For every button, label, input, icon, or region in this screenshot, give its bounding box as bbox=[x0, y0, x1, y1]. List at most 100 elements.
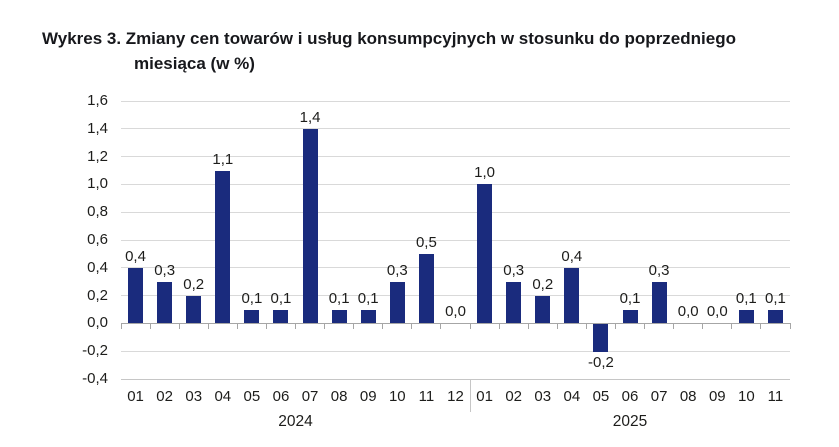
bar bbox=[157, 281, 173, 324]
y-axis-label: 0,2 bbox=[87, 286, 108, 304]
y-axis-label: 1,6 bbox=[87, 92, 108, 109]
gridline bbox=[121, 156, 790, 158]
axis-tick bbox=[469, 323, 471, 330]
x-axis-month-label: 11 bbox=[418, 388, 435, 405]
y-axis-label: 0,4 bbox=[87, 258, 108, 276]
gridline bbox=[121, 211, 790, 213]
bar-value-label: 0,3 bbox=[648, 261, 670, 279]
zero-axis-line bbox=[121, 322, 790, 325]
bar bbox=[593, 324, 609, 352]
x-axis-month-label: 08 bbox=[679, 388, 697, 405]
bar-value-label: 0,2 bbox=[532, 275, 554, 293]
bar-value-label: 0,5 bbox=[415, 233, 437, 251]
gridline bbox=[121, 128, 790, 130]
bar-value-label: 0,4 bbox=[125, 247, 146, 265]
axis-tick bbox=[149, 323, 151, 330]
bar-value-label: 1,1 bbox=[212, 150, 234, 168]
x-axis-month-label: 09 bbox=[708, 388, 726, 405]
bar bbox=[128, 267, 144, 324]
axis-tick bbox=[527, 323, 529, 330]
bar-value-label: 0,0 bbox=[677, 303, 699, 321]
bar-value-label: 0,2 bbox=[183, 275, 205, 293]
x-axis-month-label: 10 bbox=[388, 388, 406, 405]
axis-tick bbox=[207, 323, 209, 330]
chart-title-line1: Wykres 3. Zmiany cen towarów i usług kon… bbox=[42, 29, 736, 48]
y-axis-label: 0,0 bbox=[87, 314, 108, 332]
bar-value-label: 0,0 bbox=[445, 303, 466, 321]
gridline bbox=[121, 378, 790, 380]
bar bbox=[418, 253, 434, 324]
bar-value-label: 0,3 bbox=[503, 261, 525, 279]
bar-value-label: 0,3 bbox=[386, 261, 408, 279]
axis-tick bbox=[673, 323, 675, 330]
x-axis-month-label: 04 bbox=[214, 388, 232, 405]
gridline bbox=[121, 295, 790, 297]
y-axis-label: -0,4 bbox=[82, 370, 108, 387]
bar-value-label: 0,4 bbox=[561, 247, 583, 265]
bar-value-label: -0,2 bbox=[587, 354, 614, 372]
axis-tick bbox=[614, 323, 616, 330]
axis-tick bbox=[440, 323, 442, 330]
bar bbox=[622, 309, 638, 324]
y-axis-label: 1,0 bbox=[87, 175, 108, 193]
axis-tick bbox=[382, 323, 384, 330]
y-axis-label: 1,4 bbox=[87, 119, 108, 137]
x-axis-year-label: 2025 bbox=[612, 413, 648, 430]
bar bbox=[360, 309, 376, 324]
bar-value-label: 0,1 bbox=[270, 289, 292, 307]
bar bbox=[767, 309, 783, 324]
x-axis-month-label: 11 bbox=[767, 388, 784, 405]
x-axis-month-label: 08 bbox=[330, 388, 348, 405]
axis-tick bbox=[644, 323, 646, 330]
x-axis-month-label: 09 bbox=[359, 388, 377, 405]
x-axis-month-label: 05 bbox=[243, 388, 261, 405]
axis-tick bbox=[295, 323, 297, 330]
x-axis-month-label: 07 bbox=[301, 388, 319, 405]
chart-title: Wykres 3. Zmiany cen towarów i usług kon… bbox=[42, 26, 736, 76]
bar-value-label: 1,4 bbox=[299, 108, 321, 126]
gridline bbox=[121, 183, 790, 185]
y-axis-label: -0,2 bbox=[82, 342, 108, 360]
bar bbox=[651, 281, 667, 324]
y-axis-label: 1,2 bbox=[87, 147, 108, 165]
bar bbox=[331, 309, 347, 324]
gridline bbox=[121, 100, 790, 102]
axis-tick bbox=[324, 323, 326, 330]
x-axis-month-label: 01 bbox=[127, 388, 144, 405]
x-axis-month-label: 05 bbox=[592, 388, 610, 405]
bar-value-label: 0,1 bbox=[328, 289, 350, 307]
x-axis-month-label: 03 bbox=[534, 388, 552, 405]
bar bbox=[738, 309, 754, 324]
gridline bbox=[121, 350, 790, 352]
bar-value-label: 0,1 bbox=[765, 289, 786, 307]
axis-tick bbox=[236, 323, 238, 330]
x-axis-month-label: 12 bbox=[447, 388, 464, 405]
bar bbox=[389, 281, 405, 324]
gridline bbox=[121, 239, 790, 241]
axis-tick bbox=[498, 323, 500, 330]
bar bbox=[477, 184, 493, 324]
y-axis-label: 0,8 bbox=[87, 203, 108, 221]
x-axis-month-label: 02 bbox=[156, 388, 173, 405]
year-separator-line bbox=[469, 379, 471, 412]
x-axis-month-label: 03 bbox=[185, 388, 203, 405]
bar bbox=[244, 309, 260, 324]
y-axis-label: 0,6 bbox=[87, 231, 108, 248]
axis-tick bbox=[789, 323, 791, 330]
axis-tick bbox=[353, 323, 355, 330]
gridline bbox=[121, 267, 790, 269]
axis-tick bbox=[731, 323, 733, 330]
bar-value-label: 0,1 bbox=[735, 289, 757, 307]
bar-value-label: 0,0 bbox=[706, 303, 728, 321]
bar bbox=[186, 295, 202, 324]
x-axis-month-label: 01 bbox=[476, 388, 493, 405]
x-axis-month-label: 06 bbox=[272, 388, 290, 405]
axis-tick bbox=[760, 323, 762, 330]
bar-value-label: 0,1 bbox=[357, 289, 379, 307]
bar bbox=[215, 170, 231, 324]
bar bbox=[302, 128, 318, 324]
bar bbox=[564, 267, 580, 324]
axis-tick bbox=[178, 323, 180, 330]
bar bbox=[273, 309, 289, 324]
